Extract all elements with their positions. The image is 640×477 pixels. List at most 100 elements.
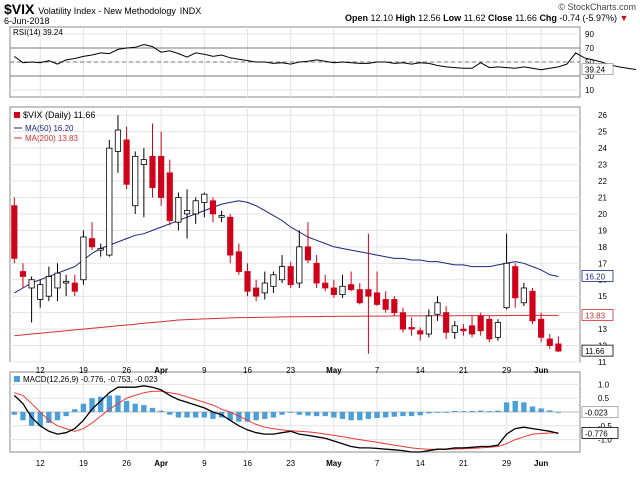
copyright: © StockCharts.com (558, 2, 636, 12)
rsi-panel: 10 30 50 70 90 RSI(14) 39.24 39.24 (9, 26, 637, 98)
chg-value: -0.74 (-5.97%) (559, 13, 617, 23)
rsi-tick-label: 90 (585, 30, 594, 39)
x-tick-label-price: 26 (122, 366, 131, 375)
candle (486, 315, 493, 343)
macd-histogram-bar (503, 402, 510, 412)
candle-body (278, 266, 286, 281)
price-tick-label: 19 (598, 226, 607, 235)
candle (253, 279, 260, 302)
x-tick-label-macd: 29 (502, 459, 511, 468)
candle-body (529, 290, 536, 322)
candle-body (166, 172, 173, 221)
candle-body (546, 338, 553, 346)
ma200-value-tag-box (581, 309, 614, 321)
candle (555, 336, 562, 352)
candle-body (218, 215, 225, 218)
macd-histogram-bar (538, 408, 544, 412)
candle-body (486, 318, 493, 340)
x-tick-label-macd: 23 (286, 459, 295, 468)
candle (123, 126, 130, 190)
close-value-tag: 11.66 (585, 347, 605, 356)
low-value: 11.62 (463, 13, 486, 23)
macd-histogram-bar (106, 395, 112, 412)
candle-body (244, 271, 251, 292)
rsi-tick-label: 10 (585, 86, 594, 95)
macd-histogram-bar (357, 412, 363, 421)
x-tick-label-macd: 12 (36, 459, 45, 468)
candle-body (451, 325, 458, 333)
price-tick-label: 25 (598, 128, 607, 137)
candle (512, 263, 519, 308)
macd-histogram-bar (383, 412, 389, 418)
candle (494, 319, 502, 341)
macd-histogram-bar (270, 412, 277, 418)
candle-body (538, 318, 545, 338)
macd-histogram-bar (236, 412, 242, 422)
macd-histogram-bar (313, 412, 320, 417)
macd-tick-label: -0.5 (598, 422, 612, 431)
candle (11, 197, 18, 264)
candle (209, 197, 217, 223)
candle (443, 306, 450, 339)
candle (270, 271, 277, 293)
candle (434, 296, 441, 321)
candle (114, 115, 122, 173)
candle (235, 243, 242, 275)
x-tick-label-price: 9 (202, 366, 207, 375)
candle (88, 222, 96, 251)
candle (304, 222, 312, 264)
candle-body (37, 284, 44, 300)
price-tick-label: 21 (598, 193, 607, 202)
macd-histogram-bar (348, 412, 354, 421)
candle-body (97, 248, 104, 251)
x-tick-label-price: 23 (286, 366, 295, 375)
candle-body (175, 197, 182, 223)
rsi-value-tag-box (581, 63, 614, 75)
candle (106, 139, 113, 257)
candle (391, 296, 398, 316)
candle-body (425, 315, 432, 335)
ohlc-bar: Open 12.10 High 12.56 Low 11.62 Close 11… (345, 13, 628, 23)
candle-body (192, 200, 199, 215)
candle-body (391, 299, 398, 314)
macd-histogram-bar (452, 410, 458, 412)
candle (54, 263, 61, 302)
x-tick-label-price: Apr (154, 366, 168, 375)
x-tick-label-macd: 21 (459, 459, 468, 468)
macd-hist-tag-box (581, 406, 619, 419)
candle-body (19, 271, 27, 277)
ma50-value-tag: 16.20 (585, 272, 606, 281)
macd-histogram-bar (495, 410, 501, 412)
candle-body (348, 284, 355, 291)
macd-histogram-bar (408, 412, 415, 417)
candle-body (140, 159, 147, 165)
candle (71, 274, 78, 297)
x-tick-label-price: Jun (534, 366, 548, 375)
macd-histogram-bar (391, 412, 397, 417)
candle (28, 276, 35, 323)
down-arrow-icon: ▼ (619, 13, 629, 23)
x-axis: 12 12 19 19 26 26 Apr Apr 9 9 16 16 23 23 May May 7 7 14 14… (36, 366, 549, 468)
candle (19, 263, 27, 288)
candle (201, 192, 208, 218)
candle-body (512, 266, 519, 299)
candle (313, 255, 320, 288)
rsi-tick-label: 30 (585, 72, 594, 81)
ma50-value-tag-box (581, 270, 614, 282)
candle-body (322, 282, 329, 289)
macd-histogram-bar (443, 412, 449, 413)
candle-body (71, 282, 78, 292)
macd-histogram-bar (322, 412, 328, 417)
candle-body (28, 279, 35, 289)
x-tick-label-price: 19 (79, 366, 88, 375)
close-value: 11.66 (515, 13, 537, 23)
candle-body (132, 155, 139, 207)
candle-body (313, 262, 320, 284)
candle-body (373, 292, 381, 305)
x-tick-label-price: 16 (243, 366, 252, 375)
macd-histogram-bar (555, 412, 562, 413)
price-tick-label: 15 (598, 292, 607, 301)
candle (183, 189, 191, 239)
candle (80, 230, 87, 285)
